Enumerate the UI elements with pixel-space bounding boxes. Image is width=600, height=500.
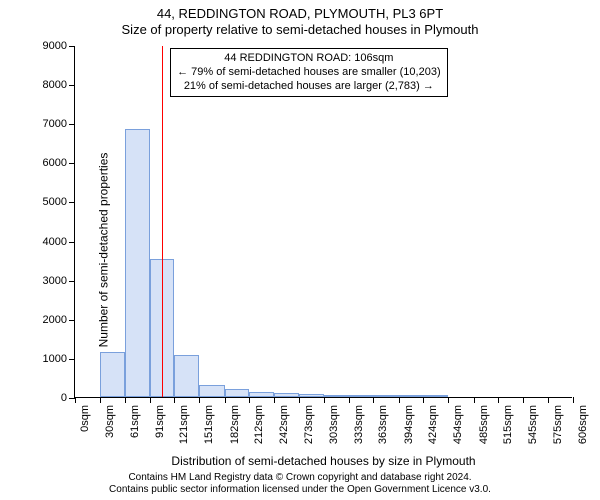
y-tick-label: 6000 bbox=[43, 157, 67, 169]
y-tick bbox=[69, 163, 75, 164]
x-tick bbox=[274, 397, 275, 403]
property-marker-line bbox=[162, 46, 163, 397]
annotation-line1: 44 REDDINGTON ROAD: 106sqm bbox=[177, 52, 441, 66]
x-tick-label: 91sqm bbox=[154, 405, 166, 438]
x-axis-label: Distribution of semi-detached houses by … bbox=[75, 454, 572, 468]
y-tick-label: 4000 bbox=[43, 236, 67, 248]
x-tick-label: 333sqm bbox=[353, 405, 365, 444]
y-tick bbox=[69, 85, 75, 86]
x-tick-label: 273sqm bbox=[303, 405, 315, 444]
annotation-line2: ← 79% of semi-detached houses are smalle… bbox=[177, 66, 441, 80]
x-tick-label: 545sqm bbox=[527, 405, 539, 444]
x-tick-label: 606sqm bbox=[577, 405, 589, 444]
x-tick bbox=[100, 397, 101, 403]
y-tick bbox=[69, 124, 75, 125]
footer-line1: Contains HM Land Registry data © Crown c… bbox=[0, 472, 600, 484]
x-tick-label: 575sqm bbox=[552, 405, 564, 444]
x-tick-label: 212sqm bbox=[253, 405, 265, 444]
x-tick bbox=[225, 397, 226, 403]
chart-plot-area: 01000200030004000500060007000800090000sq… bbox=[74, 46, 572, 398]
y-tick-label: 9000 bbox=[43, 40, 67, 52]
x-tick bbox=[573, 397, 574, 403]
y-tick bbox=[69, 320, 75, 321]
y-tick-label: 8000 bbox=[43, 79, 67, 91]
histogram-bar bbox=[324, 395, 349, 397]
histogram-bar bbox=[373, 395, 398, 397]
histogram-bar bbox=[199, 385, 224, 397]
page-title-line1: 44, REDDINGTON ROAD, PLYMOUTH, PL3 6PT bbox=[0, 6, 600, 21]
x-tick bbox=[448, 397, 449, 403]
y-tick-label: 0 bbox=[61, 392, 67, 404]
x-tick bbox=[199, 397, 200, 403]
x-tick-label: 303sqm bbox=[328, 405, 340, 444]
x-tick-label: 0sqm bbox=[79, 405, 91, 432]
x-tick bbox=[249, 397, 250, 403]
footer-line2: Contains public sector information licen… bbox=[0, 484, 600, 496]
x-tick-label: 363sqm bbox=[377, 405, 389, 444]
x-tick bbox=[150, 397, 151, 403]
annotation-line3: 21% of semi-detached houses are larger (… bbox=[177, 80, 441, 94]
histogram-bar bbox=[125, 129, 150, 397]
histogram-bar bbox=[399, 395, 424, 397]
y-tick-label: 5000 bbox=[43, 196, 67, 208]
x-tick bbox=[548, 397, 549, 403]
page-title-line2: Size of property relative to semi-detach… bbox=[0, 22, 600, 37]
x-tick bbox=[399, 397, 400, 403]
x-tick-label: 151sqm bbox=[203, 405, 215, 444]
histogram-bar bbox=[174, 355, 199, 397]
x-tick-label: 121sqm bbox=[178, 405, 190, 444]
x-tick-label: 30sqm bbox=[104, 405, 116, 438]
x-tick bbox=[174, 397, 175, 403]
y-tick bbox=[69, 202, 75, 203]
y-tick bbox=[69, 359, 75, 360]
x-tick-label: 182sqm bbox=[229, 405, 241, 444]
x-tick bbox=[373, 397, 374, 403]
histogram-bar bbox=[225, 389, 250, 397]
y-tick-label: 2000 bbox=[43, 314, 67, 326]
x-tick-label: 61sqm bbox=[129, 405, 141, 438]
x-tick bbox=[299, 397, 300, 403]
x-tick bbox=[125, 397, 126, 403]
x-tick-label: 485sqm bbox=[478, 405, 490, 444]
histogram-bar bbox=[349, 395, 374, 397]
histogram-bar bbox=[274, 393, 299, 397]
title-block: 44, REDDINGTON ROAD, PLYMOUTH, PL3 6PT S… bbox=[0, 0, 600, 37]
x-tick bbox=[498, 397, 499, 403]
histogram-bar bbox=[423, 395, 448, 397]
y-tick bbox=[69, 46, 75, 47]
annotation-box: 44 REDDINGTON ROAD: 106sqm← 79% of semi-… bbox=[170, 48, 448, 97]
x-tick-label: 424sqm bbox=[427, 405, 439, 444]
y-tick-label: 1000 bbox=[43, 353, 67, 365]
footer-attribution: Contains HM Land Registry data © Crown c… bbox=[0, 472, 600, 496]
x-tick-label: 394sqm bbox=[403, 405, 415, 444]
x-tick-label: 515sqm bbox=[502, 405, 514, 444]
x-tick bbox=[523, 397, 524, 403]
y-tick-label: 7000 bbox=[43, 118, 67, 130]
y-tick-label: 3000 bbox=[43, 275, 67, 287]
x-tick bbox=[423, 397, 424, 403]
x-tick-label: 242sqm bbox=[278, 405, 290, 444]
histogram-bar bbox=[100, 352, 125, 397]
x-tick-label: 454sqm bbox=[452, 405, 464, 444]
x-tick bbox=[75, 397, 76, 403]
y-tick bbox=[69, 281, 75, 282]
plot-inner: 01000200030004000500060007000800090000sq… bbox=[74, 46, 572, 398]
y-tick bbox=[69, 242, 75, 243]
x-tick bbox=[324, 397, 325, 403]
histogram-bar bbox=[299, 394, 324, 397]
x-tick bbox=[474, 397, 475, 403]
x-tick bbox=[349, 397, 350, 403]
histogram-bar bbox=[249, 392, 274, 397]
